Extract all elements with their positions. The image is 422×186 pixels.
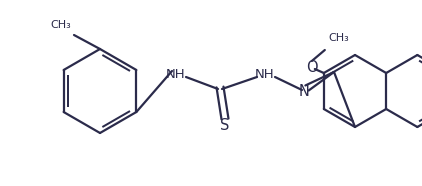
Text: NH: NH (255, 68, 275, 81)
Text: O: O (306, 60, 318, 75)
Text: NH: NH (166, 68, 186, 81)
Text: N: N (298, 84, 309, 99)
Text: CH₃: CH₃ (50, 20, 71, 30)
Text: S: S (220, 118, 230, 134)
Text: CH₃: CH₃ (329, 33, 349, 43)
